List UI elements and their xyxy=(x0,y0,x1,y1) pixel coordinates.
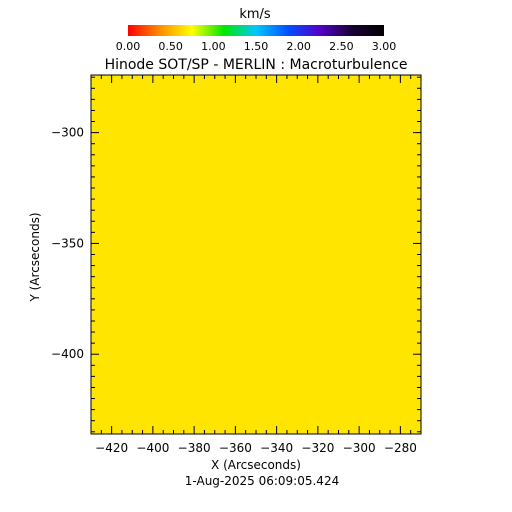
colorbar-tick-label: 0.00 xyxy=(116,40,141,53)
colorbar-ticks: 0.00 0.50 1.00 1.50 2.00 2.50 3.00 xyxy=(116,40,397,53)
x-axis-label: X (Arcseconds) xyxy=(211,458,301,472)
timestamp: 1-Aug-2025 06:09:05.424 xyxy=(185,474,339,488)
y-tick-label: −350 xyxy=(51,236,84,250)
x-axis: −420 −400 −380 −360 −340 −320 −300 −280 xyxy=(90,75,422,455)
colorbar-tick-label: 1.50 xyxy=(244,40,269,53)
x-tick-label: −360 xyxy=(219,441,252,455)
y-tick-label: −300 xyxy=(51,126,84,140)
colorbar-tick-label: 2.50 xyxy=(329,40,354,53)
colorbar-tick-label: 1.00 xyxy=(201,40,226,53)
data-field xyxy=(91,75,421,434)
colorbar-tick-label: 2.00 xyxy=(286,40,311,53)
colorbar-title: km/s xyxy=(239,7,271,22)
plot-title: Hinode SOT/SP - MERLIN : Macroturbulence xyxy=(105,57,408,73)
colorbar-tick-label: 3.00 xyxy=(372,40,397,53)
x-tick-label: −340 xyxy=(260,441,293,455)
y-tick-label: −400 xyxy=(51,347,84,361)
y-axis-label: Y (Arcseconds) xyxy=(28,212,42,302)
colorbar xyxy=(128,25,384,36)
x-tick-label: −420 xyxy=(95,441,128,455)
x-tick-label: −380 xyxy=(178,441,211,455)
y-axis: −300 −350 −400 xyxy=(51,76,421,433)
x-tick-label: −280 xyxy=(384,441,417,455)
colorbar-tick-label: 0.50 xyxy=(158,40,183,53)
x-tick-label: −300 xyxy=(343,441,376,455)
x-tick-label: −400 xyxy=(136,441,169,455)
x-tick-label: −320 xyxy=(301,441,334,455)
